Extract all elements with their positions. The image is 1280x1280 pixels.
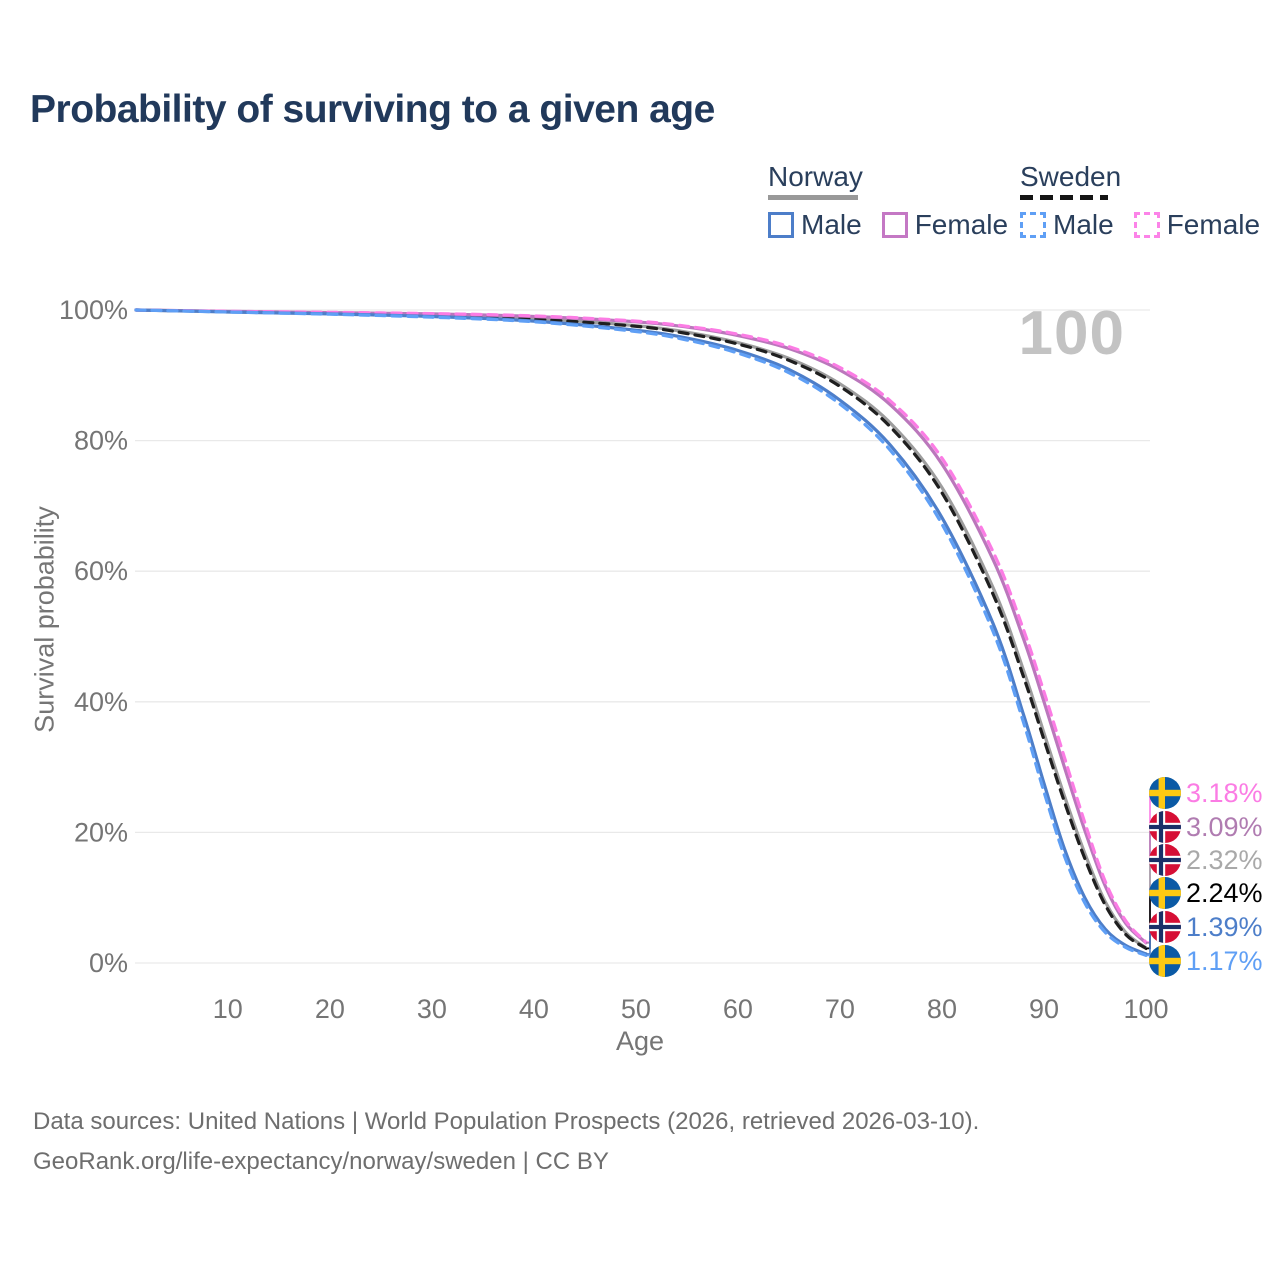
footer-attribution[interactable]: GeoRank.org/life-expectancy/norway/swede… [33, 1148, 609, 1175]
end-label-sweden-total: 2.24% [1149, 877, 1263, 909]
norway-flag-icon [1149, 844, 1181, 876]
legend-item-norway-female[interactable]: Female [881, 209, 1009, 241]
norway-male-swatch-icon [768, 212, 794, 238]
footer-sources: Data sources: United Nations | World Pop… [33, 1108, 980, 1135]
legend-norway: Norway Male Female [768, 162, 1008, 241]
x-tick-label: 40 [519, 994, 549, 1024]
y-tick-label: 100% [59, 295, 128, 325]
x-tick-label: 70 [825, 994, 855, 1024]
end-value: 2.24% [1186, 877, 1263, 908]
norway-flag-icon [1149, 911, 1181, 943]
sweden-dashed-line-swatch [1020, 195, 1108, 200]
end-label-norway-female: 3.09% [1149, 811, 1263, 843]
legend-item-norway-male[interactable]: Male [768, 209, 862, 241]
x-tick-label: 100 [1123, 994, 1168, 1024]
x-tick-label: 20 [315, 994, 345, 1024]
legend-sweden-items: Male Female [1020, 209, 1260, 241]
legend-norway-items: Male Female [768, 209, 1008, 241]
x-axis-title: Age [615, 1026, 665, 1056]
legend-item-sweden-male[interactable]: Male [1020, 209, 1114, 241]
end-value: 3.18% [1186, 777, 1263, 808]
x-tick-label: 50 [621, 994, 651, 1024]
end-value: 2.32% [1186, 844, 1263, 875]
legend-sweden-male-label: Male [1053, 209, 1114, 240]
legend-norway-male-label: Male [801, 209, 862, 240]
y-tick-label: 20% [74, 817, 128, 847]
sweden-flag-icon [1149, 945, 1181, 977]
x-tick-label: 30 [417, 994, 447, 1024]
series-line-sweden_female [134, 308, 1148, 944]
x-tick-label: 60 [723, 994, 753, 1024]
end-label-norway-male: 1.39% [1149, 911, 1263, 943]
legend-sweden-header[interactable]: Sweden [1020, 162, 1260, 200]
y-tick-label: 60% [74, 556, 128, 586]
end-label-norway-total: 2.32% [1149, 844, 1263, 876]
legend-norway-female-label: Female [914, 209, 1009, 240]
legend-norway-header[interactable]: Norway [768, 162, 1008, 200]
age-watermark: 100 [1018, 299, 1125, 368]
legend-sweden-label: Sweden [1020, 161, 1122, 192]
x-tick-label: 90 [1029, 994, 1059, 1024]
end-value: 1.17% [1186, 945, 1263, 976]
series-line-norway_male [134, 308, 1148, 956]
y-tick-label: 80% [74, 426, 128, 456]
sweden-male-swatch-icon [1020, 212, 1046, 238]
series-line-sweden_total [134, 308, 1148, 950]
series-line-sweden_male [134, 308, 1148, 957]
y-tick-label: 0% [89, 948, 128, 978]
end-label-sweden-female: 3.18% [1149, 777, 1263, 809]
legend-sweden: Sweden Male Female [1020, 162, 1260, 241]
y-tick-label: 40% [74, 687, 128, 717]
end-value: 3.09% [1186, 811, 1263, 842]
y-axis-title: Survival probability [29, 506, 60, 733]
sweden-flag-icon [1149, 877, 1181, 909]
legend-norway-label: Norway [768, 161, 863, 192]
norway-solid-line-swatch [768, 195, 858, 200]
x-tick-label: 80 [927, 994, 957, 1024]
sweden-flag-icon [1149, 777, 1181, 809]
legend-item-sweden-female[interactable]: Female [1133, 209, 1261, 241]
sweden-female-swatch-icon [1133, 212, 1160, 238]
norway-flag-icon [1149, 811, 1181, 843]
end-value: 1.39% [1186, 911, 1263, 942]
x-tick-label: 10 [213, 994, 243, 1024]
end-label-sweden-male: 1.17% [1149, 945, 1263, 977]
page-title: Probability of surviving to a given age [30, 88, 715, 131]
norway-female-swatch-icon [881, 212, 908, 238]
legend-sweden-female-label: Female [1166, 209, 1261, 240]
